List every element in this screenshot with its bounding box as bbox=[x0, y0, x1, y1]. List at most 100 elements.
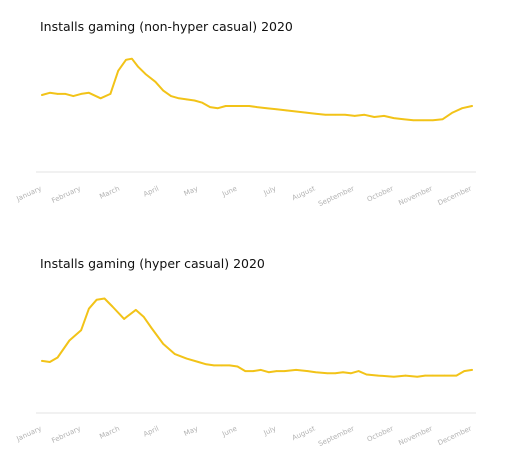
chart-svg-hyper-casual: January February March April May June July Augu… bbox=[14, 297, 476, 449]
x-tick-label: February bbox=[50, 185, 82, 205]
data-point bbox=[80, 329, 82, 332]
data-point bbox=[109, 93, 112, 95]
data-point bbox=[162, 89, 164, 92]
chart-hyper-casual: Installs gaming (hyper casual) 2020 Janu… bbox=[0, 231, 518, 462]
data-point bbox=[244, 370, 247, 372]
data-point bbox=[404, 374, 407, 377]
x-tick-label: June bbox=[220, 185, 238, 199]
data-point bbox=[174, 353, 176, 355]
data-point bbox=[72, 95, 75, 97]
data-point bbox=[170, 95, 172, 97]
data-point bbox=[334, 114, 337, 116]
data-point bbox=[123, 318, 125, 320]
data-point bbox=[185, 357, 188, 360]
data-point bbox=[344, 114, 346, 116]
data-point bbox=[461, 107, 464, 109]
data-point bbox=[154, 81, 157, 83]
data-point bbox=[217, 107, 219, 109]
chart-non-hyper-casual: Installs gaming (non-hyper casual) 2020 … bbox=[14, 19, 476, 208]
data-point bbox=[416, 375, 419, 378]
data-point bbox=[49, 92, 51, 94]
chart-title: Installs gaming (hyper casual) 2020 bbox=[40, 256, 265, 271]
data-point bbox=[275, 108, 278, 111]
data-point bbox=[443, 374, 446, 377]
data-point bbox=[432, 374, 434, 377]
x-tick-label: August bbox=[291, 184, 317, 202]
data-point bbox=[95, 298, 98, 301]
data-point bbox=[334, 372, 337, 375]
data-point bbox=[441, 118, 444, 120]
data-point bbox=[197, 361, 200, 363]
data-point bbox=[142, 315, 145, 318]
data-point bbox=[285, 109, 288, 112]
data-point bbox=[252, 370, 254, 372]
data-point bbox=[135, 309, 137, 311]
x-tick-label: November bbox=[397, 425, 433, 448]
data-point bbox=[373, 116, 376, 118]
chart-svg-non-hyper-casual: January February March April May June July Augu… bbox=[14, 57, 476, 208]
data-point bbox=[125, 59, 127, 61]
data-point bbox=[353, 115, 356, 117]
data-point bbox=[412, 119, 415, 122]
x-tick-label: October bbox=[366, 425, 395, 444]
series-line bbox=[41, 297, 473, 378]
x-tick-label: April bbox=[142, 185, 160, 199]
data-point bbox=[422, 119, 424, 122]
data-point bbox=[236, 365, 239, 368]
data-point bbox=[266, 107, 268, 109]
data-point bbox=[295, 369, 297, 371]
data-point bbox=[314, 371, 317, 373]
data-point bbox=[162, 343, 164, 345]
data-point bbox=[383, 115, 385, 117]
data-point bbox=[275, 370, 278, 372]
data-point bbox=[357, 370, 360, 372]
x-tick-label: September bbox=[317, 425, 356, 449]
data-point bbox=[424, 374, 426, 377]
x-tick-label: March bbox=[98, 425, 121, 441]
x-tick-label: November bbox=[397, 185, 433, 208]
data-point bbox=[326, 372, 329, 375]
data-point bbox=[350, 372, 352, 375]
data-point bbox=[49, 361, 51, 363]
data-point bbox=[193, 99, 196, 102]
x-tick-label: August bbox=[291, 424, 317, 442]
x-tick-label: June bbox=[220, 425, 238, 439]
data-point bbox=[365, 373, 368, 376]
x-tick-label: October bbox=[366, 185, 395, 204]
x-tick-label: January bbox=[14, 185, 42, 204]
x-tick-label: May bbox=[183, 425, 200, 438]
data-point bbox=[283, 370, 286, 372]
data-point bbox=[224, 105, 227, 107]
data-point bbox=[307, 370, 309, 372]
data-point bbox=[205, 363, 207, 366]
x-tick-label: May bbox=[183, 185, 200, 198]
x-tick-label: July bbox=[262, 185, 278, 198]
data-point bbox=[209, 106, 211, 108]
data-point bbox=[88, 307, 90, 310]
data-point bbox=[88, 92, 90, 94]
x-tick-label: February bbox=[50, 425, 82, 445]
data-point bbox=[471, 105, 473, 107]
series-line bbox=[41, 57, 473, 122]
data-point bbox=[363, 114, 366, 116]
data-point bbox=[185, 98, 188, 101]
data-point bbox=[393, 117, 395, 119]
data-point bbox=[305, 111, 307, 114]
data-point bbox=[402, 118, 405, 120]
data-point bbox=[342, 371, 344, 373]
data-point bbox=[150, 327, 153, 329]
data-point bbox=[56, 356, 59, 359]
x-tick-label: January bbox=[14, 425, 42, 444]
data-point bbox=[68, 339, 71, 342]
data-point bbox=[221, 364, 223, 367]
data-point bbox=[471, 369, 473, 371]
data-point bbox=[432, 119, 434, 122]
data-point bbox=[228, 364, 231, 367]
x-tick-label: April bbox=[142, 425, 160, 439]
data-point bbox=[137, 65, 139, 68]
data-point bbox=[99, 97, 102, 100]
x-tick-label: December bbox=[437, 425, 473, 448]
data-point bbox=[295, 110, 297, 113]
data-point bbox=[178, 97, 180, 100]
data-point bbox=[260, 369, 262, 371]
